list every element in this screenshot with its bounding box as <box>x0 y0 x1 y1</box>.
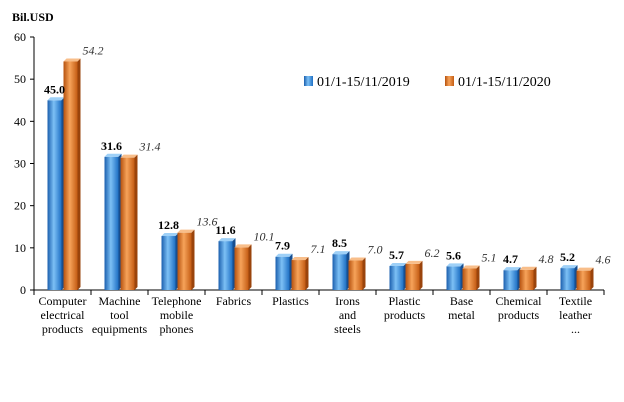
bar-2019 <box>104 156 119 290</box>
bar-2020 <box>120 157 135 290</box>
bar-top-face <box>63 58 81 62</box>
bar-2019 <box>332 254 347 290</box>
bar-value-label: 10.1 <box>254 229 275 243</box>
bar-2020 <box>234 247 249 290</box>
legend-swatch <box>445 76 454 86</box>
category-label: Chemical products <box>496 294 543 322</box>
bar-value-label: 5.2 <box>560 250 575 264</box>
bar-side-face <box>191 229 195 290</box>
bar-top-face <box>161 233 179 237</box>
bar-2019 <box>275 256 290 290</box>
bar-2019 <box>161 236 176 290</box>
bar-2020 <box>519 269 534 290</box>
bar-2019 <box>47 100 62 290</box>
value-labels: 45.0 31.6 12.8 11.6 7.9 8.5 5.7 5.6 4.7 5.2 54.2 31… <box>44 43 611 266</box>
bar-value-label: 7.1 <box>311 242 326 256</box>
bar-value-label: 11.6 <box>215 223 235 237</box>
bar-value-label: 4.7 <box>503 252 518 266</box>
bar-top-face <box>291 257 309 261</box>
category-label: Irons and steels <box>334 294 361 336</box>
category-label: Computer electrical products <box>39 294 87 336</box>
bar-2020 <box>291 260 306 290</box>
bar-top-face <box>47 97 65 101</box>
bar-value-label: 54.2 <box>83 43 104 57</box>
bar-top-face <box>177 229 195 233</box>
bar-value-label: 5.7 <box>389 248 404 262</box>
bar-2019 <box>560 268 575 290</box>
bar-side-face <box>533 266 537 290</box>
bar-value-label: 4.8 <box>539 252 554 266</box>
bar-2020 <box>576 270 591 290</box>
y-tick-label: 0 <box>20 283 26 297</box>
bar-side-face <box>362 257 366 290</box>
bar-top-face <box>503 267 521 271</box>
bar-2019 <box>503 270 518 290</box>
category-label: Plastic products <box>384 294 426 322</box>
bar-2019 <box>218 241 233 290</box>
category-label: Machine tool equipments <box>92 294 148 336</box>
legend-label: 01/1-15/11/2019 <box>317 75 410 90</box>
bar-side-face <box>305 257 309 290</box>
bar-top-face <box>462 265 480 269</box>
bar-2019 <box>389 265 404 290</box>
bar-top-face <box>104 153 122 157</box>
bar-2020 <box>348 260 363 290</box>
y-tick-label: 40 <box>14 114 26 128</box>
bar-value-label: 7.0 <box>368 242 383 256</box>
bar-top-face <box>275 253 293 257</box>
bar-top-face <box>389 262 407 266</box>
bar-value-label: 8.5 <box>332 236 347 250</box>
bar-value-label: 13.6 <box>197 215 218 229</box>
bar-top-face <box>218 238 236 242</box>
y-tick-label: 50 <box>14 72 26 86</box>
bar-value-label: 5.1 <box>482 250 497 264</box>
bar-side-face <box>419 260 423 290</box>
y-tick-label: 10 <box>14 241 26 255</box>
legend: 01/1-15/11/2019 01/1-15/11/2020 <box>304 75 551 90</box>
legend-label: 01/1-15/11/2020 <box>458 75 551 90</box>
bar-value-label: 4.6 <box>596 253 611 267</box>
bar-2020 <box>177 232 192 290</box>
category-label: Base metal <box>448 294 475 322</box>
bar-value-label: 12.8 <box>158 218 179 232</box>
bar-2019 <box>446 266 461 290</box>
bar-side-face <box>134 154 138 290</box>
bar-2020 <box>405 263 420 290</box>
bar-side-face <box>476 265 480 290</box>
bar-top-face <box>405 260 423 264</box>
category-label: Plastics <box>272 294 309 308</box>
bar-2020 <box>63 61 78 290</box>
bar-top-face <box>576 267 594 271</box>
bar-top-face <box>234 244 252 248</box>
category-label: Textile leather... <box>559 294 592 336</box>
bar-top-face <box>519 266 537 270</box>
bar-2020 <box>462 268 477 290</box>
bar-top-face <box>560 265 578 269</box>
y-tick-label: 60 <box>14 30 26 44</box>
bar-side-face <box>77 58 81 290</box>
legend-swatch <box>304 76 313 86</box>
bar-value-label: 7.9 <box>275 239 290 253</box>
bar-top-face <box>120 154 138 158</box>
y-tick-label: 30 <box>14 157 26 171</box>
bar-side-face <box>248 244 252 290</box>
bar-top-face <box>332 251 350 255</box>
y-tick-label: 20 <box>14 199 26 213</box>
category-label: Fabrics <box>216 294 252 308</box>
bar-top-face <box>348 257 366 261</box>
bar-value-label: 31.6 <box>101 139 122 153</box>
unit-label: Bil.USD <box>12 10 54 24</box>
bar-value-label: 45.0 <box>44 82 65 96</box>
bar-value-label: 5.6 <box>446 248 461 262</box>
bar-top-face <box>446 263 464 267</box>
bar-value-label: 31.4 <box>139 140 161 154</box>
bars <box>47 58 594 290</box>
category-label: Telephone mobile phones <box>152 294 202 336</box>
bar-value-label: 6.2 <box>425 246 440 260</box>
bar-side-face <box>590 267 594 290</box>
